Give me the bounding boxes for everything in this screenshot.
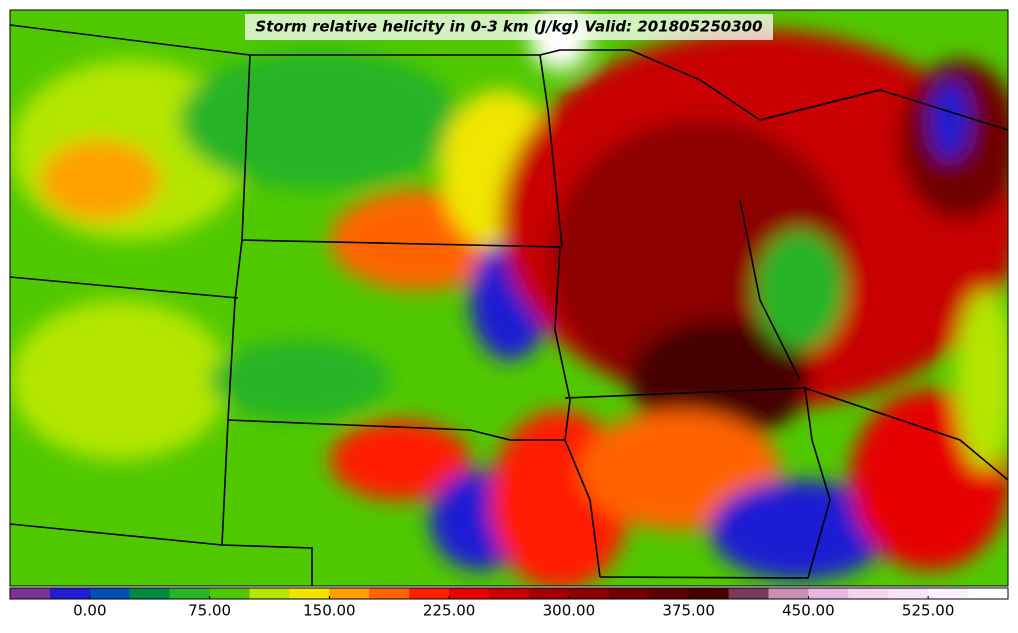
colorbar-segment [768,588,809,599]
colorbar-segment [608,588,650,599]
colorbar: 0.00 75.00 150.00 225.00 300.00 375.00 450.00 5… [9,587,1009,620]
colorbar-tick-label: 0.00 [73,602,106,620]
map-title: Storm relative helicity in 0-3 km (J/kg)… [255,18,762,36]
colorbar-tick-label: 375.00 [662,602,715,620]
colorbar-segment [49,588,91,599]
colorbar-segment [568,588,610,599]
map-field [10,10,1008,586]
colorbar-segment [888,588,929,599]
colorbar-segment [688,588,730,599]
colorbar-segment [728,588,769,599]
colorbar-frame [9,587,1009,600]
colorbar-segment [89,588,131,599]
colorbar-tick-label: 525.00 [902,602,955,620]
colorbar-segment [449,588,490,599]
colorbar-segment [489,588,530,599]
colorbar-segment [329,588,370,599]
colorbar-segment [249,588,290,599]
title-box [245,14,773,40]
colorbar-segment [10,588,51,599]
colorbar-segment [968,588,1009,599]
colorbar-segment [209,588,251,599]
colorbar-tick-label: 150.00 [303,602,356,620]
colorbar-segment [169,588,211,599]
colorbar-tick-label: 300.00 [543,602,596,620]
colorbar-segment [848,588,889,599]
colorbar-segment [289,588,330,599]
colorbar-segment [648,588,690,599]
colorbar-segment [928,588,969,599]
colorbar-tick-label: 225.00 [423,602,476,620]
colorbar-segment [409,588,450,599]
colorbar-tick-label: 450.00 [782,602,835,620]
colorbar-segment [369,588,410,599]
colorbar-segment [528,588,570,599]
colorbar-segment [129,588,171,599]
colorbar-tick-label: 75.00 [188,602,231,620]
map-frame [9,9,1009,587]
colorbar-segment [808,588,849,599]
